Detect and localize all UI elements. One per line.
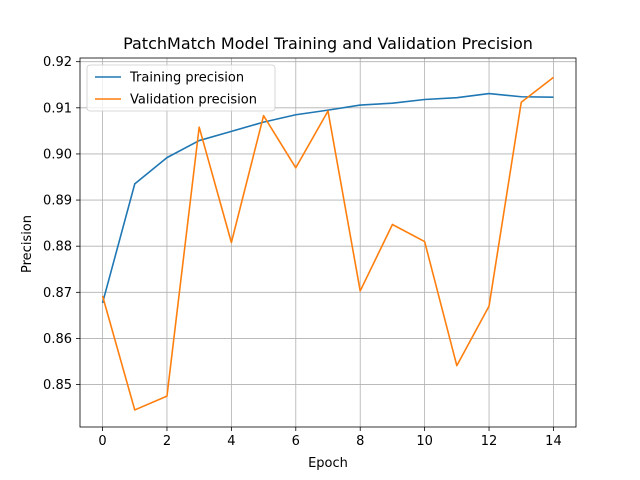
y-axis-ticks: 0.85 0.86 0.87 0.88 0.89 0.90 0.91 0.92 xyxy=(43,55,80,393)
y-tick-label: 0.88 xyxy=(43,240,72,255)
y-tick-label: 0.86 xyxy=(43,332,72,347)
x-tick-label: 10 xyxy=(416,434,433,449)
y-axis-label: Precision xyxy=(20,215,35,273)
legend-box xyxy=(86,64,276,112)
legend-label: Training precision xyxy=(129,71,244,86)
y-tick-label: 0.91 xyxy=(43,101,72,116)
y-tick-label: 0.89 xyxy=(43,194,72,209)
legend-label: Validation precision xyxy=(130,93,257,108)
x-tick-label: 12 xyxy=(481,434,498,449)
x-tick-label: 14 xyxy=(545,434,562,449)
x-axis-ticks: 0 2 4 6 8 10 12 14 xyxy=(98,427,562,449)
x-axis-label: Epoch xyxy=(308,456,348,471)
series-line-training-precision xyxy=(101,92,554,304)
series-lines xyxy=(101,76,554,411)
x-tick-label: 4 xyxy=(227,434,235,449)
series-line-validation-precision xyxy=(101,76,554,411)
x-tick-label: 0 xyxy=(98,434,106,449)
x-tick-label: 8 xyxy=(356,434,364,449)
legend: Training precision Validation precision xyxy=(86,64,276,112)
y-tick-label: 0.92 xyxy=(43,55,72,70)
chart-title: PatchMatch Model Training and Validation… xyxy=(123,34,533,53)
y-tick-label: 0.87 xyxy=(43,286,72,301)
x-tick-label: 6 xyxy=(292,434,300,449)
x-tick-label: 2 xyxy=(163,434,171,449)
y-tick-label: 0.85 xyxy=(43,378,72,393)
y-tick-label: 0.90 xyxy=(43,147,72,162)
plot-frame xyxy=(79,57,577,428)
